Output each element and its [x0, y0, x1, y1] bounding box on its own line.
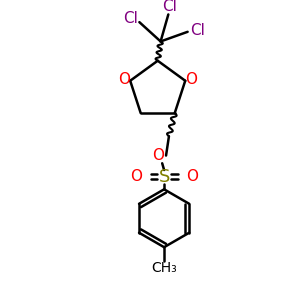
Text: O: O	[130, 169, 142, 184]
Text: Cl: Cl	[162, 0, 177, 14]
Text: O: O	[152, 148, 164, 163]
Text: O: O	[186, 169, 198, 184]
Text: O: O	[118, 72, 130, 87]
Text: S: S	[158, 168, 170, 186]
Text: Cl: Cl	[123, 11, 138, 26]
Text: O: O	[185, 72, 197, 87]
Text: CH₃: CH₃	[151, 261, 177, 275]
Text: Cl: Cl	[190, 23, 205, 38]
